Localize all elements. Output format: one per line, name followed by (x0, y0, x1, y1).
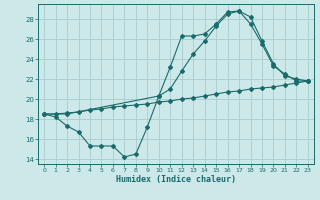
X-axis label: Humidex (Indice chaleur): Humidex (Indice chaleur) (116, 175, 236, 184)
